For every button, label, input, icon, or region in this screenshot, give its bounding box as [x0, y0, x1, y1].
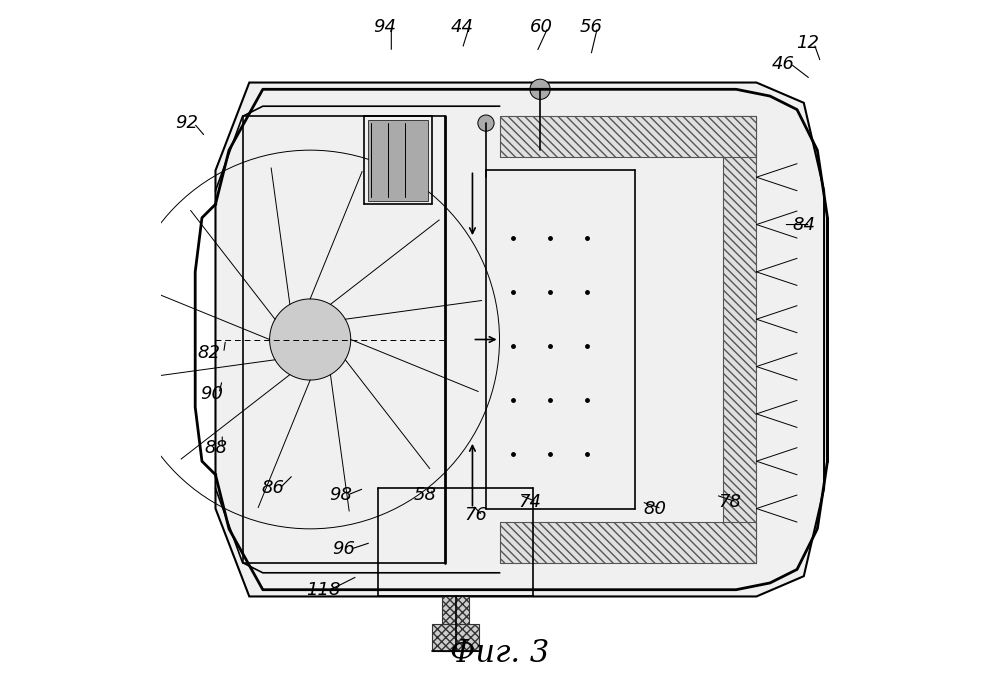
Text: 98: 98	[329, 486, 352, 504]
Text: 88: 88	[204, 439, 227, 457]
Text: 92: 92	[176, 114, 199, 132]
Text: 96: 96	[333, 540, 356, 558]
Text: 94: 94	[373, 18, 396, 36]
Text: 118: 118	[307, 581, 341, 599]
Text: 44: 44	[451, 18, 474, 36]
Text: 12: 12	[795, 35, 819, 52]
Bar	[368, 120, 429, 201]
Text: 58: 58	[414, 486, 437, 504]
Bar	[500, 522, 756, 563]
Bar	[500, 116, 756, 157]
Circle shape	[270, 299, 351, 380]
Text: 82: 82	[197, 344, 220, 362]
Text: 84: 84	[792, 215, 815, 234]
Text: 90: 90	[201, 384, 224, 403]
Text: 86: 86	[262, 479, 285, 497]
Bar	[432, 623, 480, 650]
Text: 74: 74	[518, 493, 541, 511]
Text: 78: 78	[718, 493, 741, 511]
Text: Фиг. 3: Фиг. 3	[450, 638, 549, 669]
Bar	[500, 522, 756, 563]
Text: 56: 56	[579, 18, 602, 36]
Text: 80: 80	[643, 500, 666, 517]
Bar	[722, 116, 756, 563]
Circle shape	[529, 79, 550, 99]
Circle shape	[478, 115, 495, 131]
Bar	[500, 116, 756, 157]
Bar	[442, 596, 470, 650]
Bar	[722, 116, 756, 563]
Text: 46: 46	[772, 54, 795, 73]
Text: 76: 76	[465, 507, 488, 524]
Polygon shape	[216, 83, 824, 596]
Text: 60: 60	[529, 18, 552, 36]
